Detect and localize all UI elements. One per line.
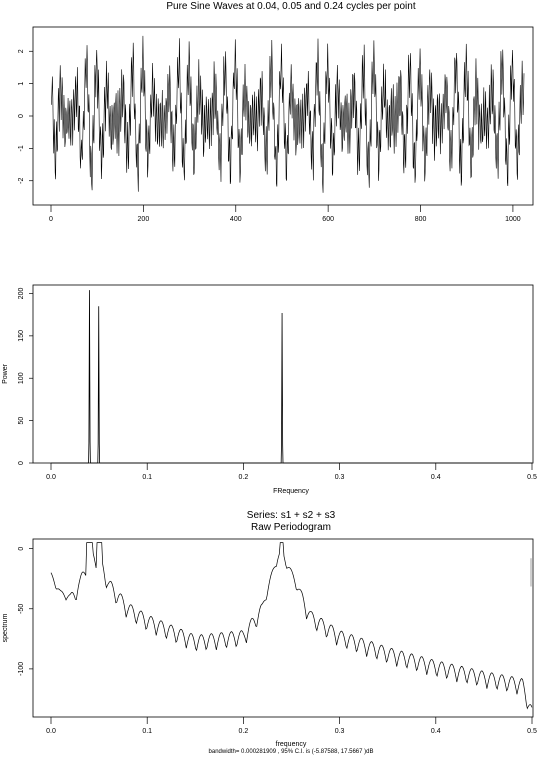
panel3-xtick-label: 0.0	[46, 728, 56, 735]
panel3-xtick-label: 0.1	[142, 728, 152, 735]
panel2-xlabel: FRequency	[273, 488, 309, 495]
panel2-axes: 0.0 0.1 0.2 0.3 0.4 0.5 0 50 100 150 200	[18, 288, 537, 481]
panel1-axes: 0 200 400 600 800 1000 -2 -1 0 1 2	[18, 49, 521, 223]
panel2-ytick-label: 150	[18, 330, 25, 342]
panel3-subtitle: Raw Periodogram	[251, 522, 331, 533]
panel3-xtick-label: 0.2	[239, 728, 249, 735]
panel1-ytick-label: 0	[18, 114, 25, 118]
panel3-xtick-label: 0.3	[335, 728, 345, 735]
panel3-ytick-label: -100	[18, 662, 25, 676]
panel2-xtick-label: 0.2	[239, 474, 249, 481]
panel1-series-line	[51, 35, 525, 193]
panel1-ytick-label: -1	[18, 145, 25, 151]
panel2-xtick-label: 0.3	[335, 474, 345, 481]
panel2-xtick-label: 0.0	[46, 474, 56, 481]
panel2-ytick-label: 50	[18, 417, 25, 425]
panel1-xtick-label: 0	[49, 216, 53, 223]
panel1-ytick-label: -2	[18, 178, 25, 184]
panel2-ytick-label: 0	[18, 461, 25, 465]
panel3-axes: 0.0 0.1 0.2 0.3 0.4 0.5 -100 -50 0	[18, 547, 537, 735]
panel-time-series: Pure Sine Waves at 0.04, 0.05 and 0.24 c…	[18, 1, 534, 223]
panel3-xtick-label: 0.5	[527, 728, 537, 735]
panel2-xtick-label: 0.5	[527, 474, 537, 481]
panel1-xtick-label: 800	[415, 216, 427, 223]
panel1-xtick-label: 1000	[505, 216, 521, 223]
panel3-xlabel: frequency	[276, 741, 307, 748]
panel3-ylabel: spectrum	[2, 613, 9, 642]
panel3-ytick-label: 0	[18, 547, 25, 551]
panel1-ytick-label: 2	[18, 49, 25, 53]
panel3-title: Series: s1 + s2 + s3	[247, 510, 336, 521]
panel1-title: Pure Sine Waves at 0.04, 0.05 and 0.24 c…	[166, 1, 415, 12]
panel3-frame	[32, 538, 534, 718]
panel2-ytick-label: 100	[18, 372, 25, 384]
panel1-frame	[32, 26, 534, 206]
panel1-xtick-label: 600	[322, 216, 334, 223]
panel1-xtick-label: 400	[230, 216, 242, 223]
panel3-caption: bandwidth= 0.000281909 , 95% C.I. is (-5…	[209, 749, 374, 755]
panel-periodogram: Series: s1 + s2 + s3 Raw Periodogram 0.0…	[2, 510, 537, 755]
panel2-xtick-label: 0.1	[142, 474, 152, 481]
panel3-xtick-label: 0.4	[431, 728, 441, 735]
panel1-ytick-label: 1	[18, 82, 25, 86]
panel2-xtick-label: 0.4	[431, 474, 441, 481]
panel2-power-line	[51, 290, 532, 464]
panel3-spectrum-line	[50, 542, 533, 710]
panel-power: 0.0 0.1 0.2 0.3 0.4 0.5 0 50 100 150 200 FRequency…	[2, 284, 537, 495]
panel2-ylabel: Power	[2, 363, 9, 384]
panel1-xtick-label: 200	[138, 216, 150, 223]
panel2-ytick-label: 200	[18, 288, 25, 300]
panel3-ytick-label: -50	[18, 604, 25, 614]
